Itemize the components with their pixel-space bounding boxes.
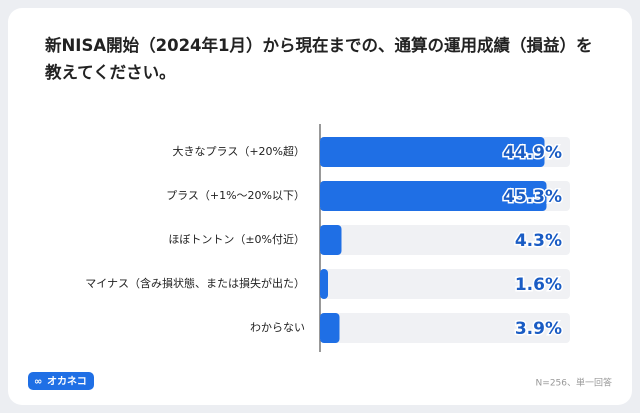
bar-track xyxy=(320,225,570,255)
value-label: 3.9% xyxy=(515,319,562,339)
note: N=256、単一回答 xyxy=(536,377,612,389)
bar xyxy=(320,137,545,167)
chart-title: 新NISA開始（2024年1月）から現在までの、通算の運用成績（損益）を教えてく… xyxy=(45,36,593,82)
category-label: 大きなプラス（+20%超） xyxy=(173,144,305,158)
bar xyxy=(320,225,342,255)
bar xyxy=(320,181,547,211)
logo-icon: ∞ xyxy=(34,377,42,388)
bar-track xyxy=(320,269,570,299)
category-label: ほぼトントン（±0%付近） xyxy=(168,233,305,246)
value-label: 45.3% xyxy=(503,187,562,207)
bar xyxy=(320,313,340,343)
bar xyxy=(320,269,328,299)
value-label: 44.9% xyxy=(503,143,562,163)
bar-track xyxy=(320,313,570,343)
value-label: 4.3% xyxy=(515,231,562,251)
category-label: プラス（+1%～20%以下） xyxy=(166,189,305,202)
category-label: マイナス（含み損状態、または損失が出た） xyxy=(85,276,305,290)
value-label: 1.6% xyxy=(515,275,562,295)
logo: オカネコ xyxy=(47,376,87,388)
logo-badge xyxy=(28,372,94,390)
category-label: わからない xyxy=(250,321,305,334)
